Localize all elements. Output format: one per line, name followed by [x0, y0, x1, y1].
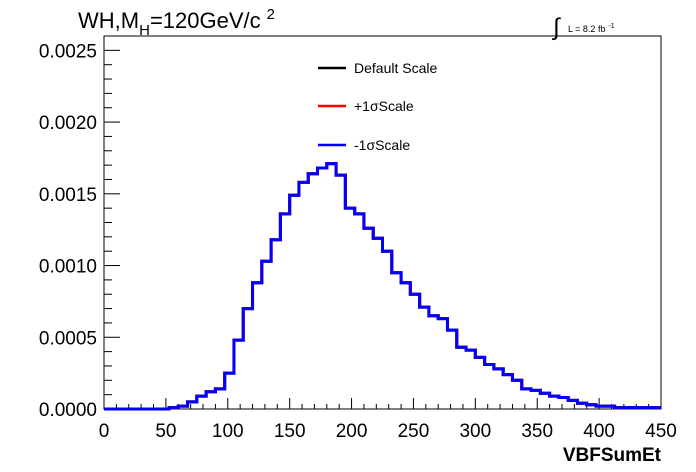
x-tick-label: 400	[583, 421, 615, 442]
x-tick-label: 300	[459, 421, 491, 442]
series-line-0	[104, 162, 661, 411]
lumi-integral: ∫	[551, 14, 561, 41]
x-tick-label: 100	[212, 421, 244, 442]
series-line-2	[104, 162, 661, 411]
x-tick-label: 450	[645, 421, 677, 442]
y-tick-label: 0.0000	[39, 400, 97, 421]
series-group	[104, 162, 661, 411]
title-sub: H	[139, 22, 150, 39]
x-tick-label: 350	[521, 421, 553, 442]
y-tick-label: 0.0020	[39, 113, 97, 134]
lumi-text: L = 8.2 fb	[568, 24, 605, 34]
x-tick-label: 200	[336, 421, 368, 442]
lumi-sup: -1	[608, 23, 614, 30]
legend-label-plus1sigma: +1σScale	[354, 98, 414, 114]
plot-frame	[103, 35, 662, 410]
x-tick-label: 150	[274, 421, 306, 442]
plot-title: WH,MH=120GeV/c 2	[78, 6, 275, 39]
title-mid: =120GeV/c	[150, 8, 261, 33]
title-sup: 2	[267, 6, 275, 23]
legend-label-minus1sigma: -1σScale	[354, 137, 410, 153]
legend-label-default: Default Scale	[354, 60, 437, 76]
x-tick-label: 250	[398, 421, 430, 442]
y-tick-label: 0.0005	[39, 328, 97, 349]
x-tick-label: 50	[155, 421, 176, 442]
y-tick-label: 0.0025	[39, 41, 97, 62]
x-tick-label: 0	[99, 421, 110, 442]
x-axis-title: VBFSumEt	[563, 445, 662, 466]
y-tick-label: 0.0015	[39, 185, 97, 206]
axes: 0 50 100 150 200 250 300 350 400 450 0.0000 0.0005 0…	[39, 35, 677, 442]
y-tick-label: 0.0010	[39, 257, 97, 278]
lumi-label: L = 8.2 fb -1	[568, 23, 615, 34]
title-pre: WH,M	[78, 8, 139, 33]
series-line-1	[104, 162, 661, 411]
legend: Default Scale +1σScale -1σScale	[318, 60, 437, 153]
